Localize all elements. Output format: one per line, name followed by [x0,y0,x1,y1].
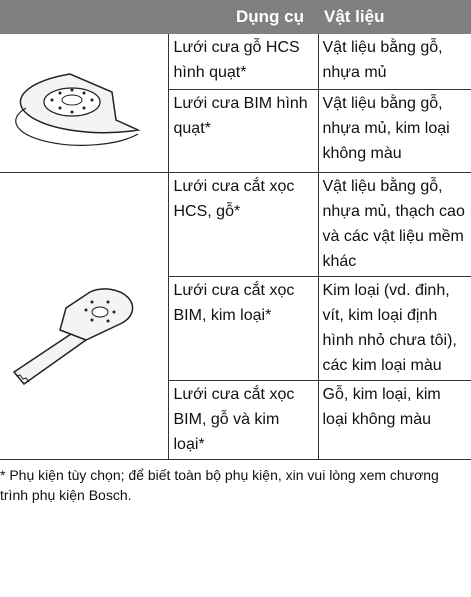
header-row: Dụng cụ Vật liệu [0,0,471,34]
tool-cell: Lưới cưa gỗ HCS hình quạt* [167,34,319,91]
material-cell: Vật liệu bằng gỗ, nhựa mủ, kim loại khôn… [318,89,471,173]
header-cell: Dụng cụ [0,0,318,34]
tool-table: Dụng cụ Vật liệu Lưới cưa gỗ HCS hình qu… [0,0,471,460]
footnote: * Phụ kiện tùy chọn; để biết toàn bộ phụ… [0,467,439,503]
tool-cell: Lưới cưa cắt xọc BIM, gỗ và kim loại* [167,380,319,460]
image-cell [0,172,168,460]
image-cell [0,34,168,173]
material-cell: Vật liệu bằng gỗ, nhựa mủ, thạch cao và … [318,172,471,277]
material-cell: Vật liệu bằng gỗ, nhựa mủ [318,34,471,91]
segment-saw-blade-icon [15,73,141,146]
tool-cell: Lưới cưa cắt xọc HCS, gỗ* [167,172,319,277]
material-cell: Gỗ, kim loại, kim loại không màu [318,380,471,460]
material-cell: Kim loại (vd. đinh, vít, kim loại định h… [318,276,471,381]
tool-cell: Lưới cưa BIM hình quạt* [167,89,319,173]
plunge-saw-blade-icon [12,288,134,386]
tool-cell: Lưới cưa cắt xọc BIM, kim loại* [167,276,319,381]
header-cell: Vật liệu [318,0,471,34]
